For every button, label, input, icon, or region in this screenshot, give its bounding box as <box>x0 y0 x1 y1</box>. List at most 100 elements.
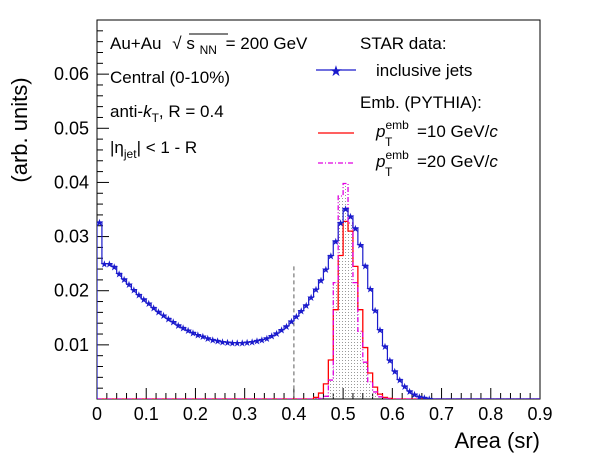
eta-cut-label: |ηjet| < 1 - R <box>110 138 197 161</box>
x-tick-label: 0 <box>92 404 102 424</box>
inclusive-jets-point: ★ <box>134 291 143 302</box>
inclusive-jets-point: ★ <box>193 331 202 342</box>
inclusive-jets-point: ★ <box>174 321 183 332</box>
inclusive-jets-histogram <box>97 207 540 399</box>
inclusive-jets-point: ★ <box>302 301 311 312</box>
centrality-label: Central (0-10%) <box>110 68 230 87</box>
inclusive-jets-point: ★ <box>262 334 271 345</box>
svg-text:Au+Au √ s NN: Au+Au √ s NN = 200 GeV <box>110 34 308 58</box>
inclusive-jets-point: ★ <box>361 261 370 272</box>
inclusive-jets-point: ★ <box>385 356 394 367</box>
x-tick-label: 0.6 <box>380 404 405 424</box>
inclusive-jets-point: ★ <box>292 312 301 323</box>
x-tick-labels: 0 0.1 0.2 0.3 0.4 0.5 0.6 0.7 0.8 0.9 <box>92 404 553 424</box>
inclusive-jets-point: ★ <box>405 387 414 398</box>
emb10-histogram <box>97 220 540 399</box>
inclusive-jets-point: ★ <box>277 326 286 337</box>
sqrt-symbol: √ <box>172 34 182 53</box>
inclusive-jets-point: ★ <box>218 338 227 349</box>
legend-header: STAR data: <box>360 34 447 53</box>
legend-label-inclusive-jets: inclusive jets <box>376 61 472 80</box>
inclusive-jets-point: ★ <box>380 342 389 353</box>
y-tick-label: 0.05 <box>54 118 89 138</box>
inclusive-jets-point: ★ <box>223 338 232 349</box>
y-tick-label: 0.04 <box>54 172 89 192</box>
x-tick-label: 0.1 <box>134 404 159 424</box>
inclusive-jets-point: ★ <box>336 218 345 229</box>
legend-entry-emb20: pemb T =20 GeV/c <box>318 148 498 179</box>
y-tick-label: 0.02 <box>54 281 89 301</box>
svg-text:pemb: pemb <box>375 118 409 141</box>
inclusive-jets-point: ★ <box>415 392 424 403</box>
inclusive-jets-point: ★ <box>316 276 325 287</box>
inclusive-jets-point: ★ <box>179 324 188 335</box>
y-tick-labels: 0.01 0.02 0.03 0.04 0.05 0.06 <box>54 64 89 355</box>
x-tick-label: 0.8 <box>478 404 503 424</box>
inclusive-jets-point: ★ <box>252 337 261 348</box>
inclusive-jets-point: ★ <box>376 326 385 337</box>
inclusive-jets-point: ★ <box>213 337 222 348</box>
x-tick-label: 0.2 <box>183 404 208 424</box>
x-tick-label: 0.9 <box>527 404 552 424</box>
inclusive-jets-point: ★ <box>208 335 217 346</box>
plot-area: ★★★★★★★★★★★★★★★★★★★★★★★★★★★★★★★★★★★★★★★★… <box>95 182 540 405</box>
inclusive-jets-point: ★ <box>272 329 281 340</box>
inclusive-jets-point: ★ <box>410 390 419 401</box>
legend-star-marker: ★ <box>329 62 342 80</box>
inclusive-jets-point: ★ <box>326 252 335 263</box>
legend-emb-header: Emb. (PYTHIA): <box>360 93 482 112</box>
inclusive-jets-point: ★ <box>257 335 266 346</box>
algorithm-label: anti-kT, R = 0.4 <box>110 102 224 125</box>
inclusive-jets-point: ★ <box>267 332 276 343</box>
y-tick-label: 0.06 <box>54 64 89 84</box>
inclusive-jets-point: ★ <box>105 260 114 271</box>
svg-text:pemb: pemb <box>375 148 409 171</box>
x-axis-title: Area (sr) <box>454 428 540 453</box>
svg-text:T: T <box>385 135 393 149</box>
y-tick-label: 0.01 <box>54 335 89 355</box>
inclusive-jets-point: ★ <box>366 285 375 296</box>
inclusive-jets-point: ★ <box>331 237 340 248</box>
inclusive-jets-point: ★ <box>287 317 296 328</box>
system-label: Au+Au <box>110 34 162 53</box>
inclusive-jets-point: ★ <box>100 260 109 271</box>
collision-annotation: Au+Au √ s NN = 200 GeV <box>110 33 308 58</box>
inclusive-jets-point: ★ <box>395 376 404 387</box>
y-axis-title: (arb. units) <box>7 77 32 182</box>
inclusive-jets-point: ★ <box>188 328 197 339</box>
inclusive-jets-point: ★ <box>307 293 316 304</box>
inclusive-jets-point: ★ <box>110 262 119 273</box>
inclusive-jets-point: ★ <box>346 212 355 223</box>
inclusive-jets-point: ★ <box>164 314 173 325</box>
energy-label: = 200 GeV <box>226 34 308 53</box>
svg-text:T: T <box>385 165 393 179</box>
inclusive-jets-point: ★ <box>390 367 399 378</box>
inclusive-jets-point: ★ <box>149 303 158 314</box>
inclusive-jets-point: ★ <box>425 394 434 405</box>
inclusive-jets-point: ★ <box>282 322 291 333</box>
inclusive-jets-point: ★ <box>120 275 129 286</box>
legend: STAR data: ★ inclusive jets Emb. (PYTHIA… <box>316 34 498 179</box>
x-tick-label: 0.5 <box>331 404 356 424</box>
y-tick-label: 0.03 <box>54 227 89 247</box>
inclusive-jets-point: ★ <box>341 204 350 215</box>
inclusive-jets-point: ★ <box>154 307 163 318</box>
inclusive-jets-point: ★ <box>169 318 178 329</box>
inclusive-jets-point: ★ <box>139 295 148 306</box>
inclusive-jets-point: ★ <box>228 339 237 350</box>
legend-entry-inclusive-jets: ★ inclusive jets <box>316 61 472 80</box>
inclusive-jets-point: ★ <box>312 285 321 296</box>
inclusive-jets-point: ★ <box>233 339 242 350</box>
inclusive-jets-point: ★ <box>238 339 247 350</box>
inclusive-jets-point: ★ <box>115 269 124 280</box>
svg-text:=20 GeV/c: =20 GeV/c <box>417 152 498 171</box>
svg-text:=10 GeV/c: =10 GeV/c <box>417 122 498 141</box>
inclusive-jets-point: ★ <box>400 382 409 393</box>
inclusive-jets-point: ★ <box>144 299 153 310</box>
inclusive-jets-point: ★ <box>129 286 138 297</box>
legend-entry-emb10: pemb T =10 GeV/c <box>318 118 498 149</box>
x-tick-label: 0.4 <box>281 404 306 424</box>
inclusive-jets-point: ★ <box>356 241 365 252</box>
inclusive-jets-point: ★ <box>95 218 104 229</box>
